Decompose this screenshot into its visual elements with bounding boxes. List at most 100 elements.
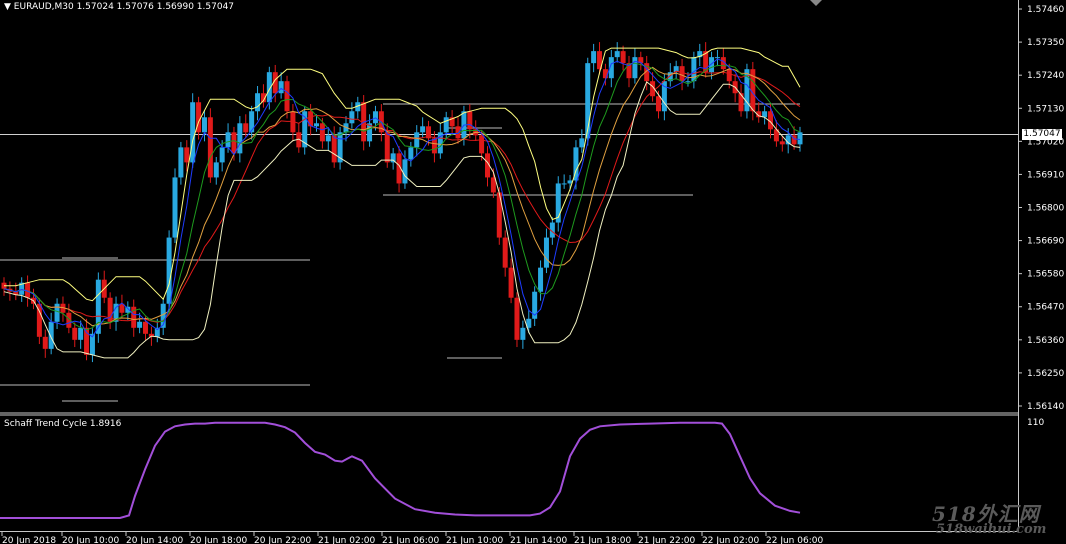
dropdown-arrow-icon[interactable]: ▼	[4, 2, 11, 12]
candle-body	[384, 132, 390, 163]
candle-body	[455, 126, 461, 139]
candle-body	[367, 123, 373, 142]
candle-body	[626, 63, 632, 79]
x-tick-label: 20 Jun 14:00	[126, 536, 183, 544]
candle-body	[25, 282, 31, 298]
candle-body	[673, 66, 679, 73]
x-tick-label: 20 Jun 22:00	[254, 536, 311, 544]
candle-body	[532, 291, 538, 319]
y-tick-label: 1.56580	[1027, 270, 1064, 280]
candle-body	[449, 117, 455, 127]
candle-body	[66, 312, 72, 328]
candle-body	[148, 333, 154, 337]
candle-body	[797, 132, 803, 145]
candle-body	[585, 63, 591, 139]
candle-body	[196, 102, 202, 133]
band-upper-line	[4, 47, 801, 302]
watermark-logo: 518外汇网	[932, 502, 1040, 526]
candle-body	[355, 102, 361, 112]
candle-body	[685, 81, 691, 83]
x-tick-label: 20 Jun 2018	[2, 536, 56, 544]
candle-body	[549, 222, 555, 238]
x-tick-label: 21 Jun 18:00	[574, 536, 631, 544]
watermark-url: 518waihui.com	[936, 522, 1047, 537]
candle-body	[36, 303, 42, 337]
candle-body	[54, 303, 60, 322]
candle-body	[154, 327, 160, 337]
candle-body	[502, 237, 508, 268]
indicator-title: Schaff Trend Cycle 1.8916	[4, 419, 122, 429]
candle-body	[555, 183, 561, 223]
y-tick-label: 1.57240	[1027, 71, 1064, 81]
candle-body	[443, 117, 449, 133]
chart-title: ▼ EURAUD,M30 1.57024 1.57076 1.56990 1.5…	[4, 2, 234, 13]
y-tick-label: 1.56470	[1027, 303, 1064, 313]
chart-frame	[0, 0, 1019, 532]
candle-body	[213, 162, 219, 178]
candle-body	[137, 321, 143, 328]
candle-body	[638, 57, 644, 64]
candle-body	[420, 126, 426, 133]
candle-body	[402, 159, 408, 184]
candle-body	[744, 69, 750, 112]
candle-body	[644, 63, 650, 82]
candle-body	[131, 306, 137, 328]
x-tick-label: 21 Jun 06:00	[382, 536, 439, 544]
ma-orange-line	[3, 66, 801, 327]
level-lines	[0, 103, 1018, 402]
candle-body	[508, 267, 514, 298]
candle-body	[225, 132, 231, 148]
candle-body	[514, 297, 520, 340]
candle-body	[726, 69, 732, 82]
candle-body	[602, 69, 608, 79]
candle-body	[779, 141, 785, 145]
candle-body	[231, 132, 237, 154]
candle-body	[284, 81, 290, 112]
candle-body	[608, 57, 614, 79]
candle-body	[190, 102, 196, 163]
candle-body	[597, 51, 603, 70]
candle-body	[667, 72, 673, 82]
scroll-arrow-icon[interactable]	[810, 0, 822, 6]
candle-body	[520, 327, 526, 340]
candle-body	[679, 66, 685, 82]
ma-blue-line	[3, 58, 801, 338]
candle-body	[703, 51, 709, 73]
candle-body	[573, 147, 579, 181]
candle-body	[178, 147, 184, 178]
candle-body	[278, 81, 284, 94]
candle-body	[738, 93, 744, 112]
candle-body	[756, 111, 762, 118]
candle-body	[773, 129, 779, 142]
candle-body	[538, 267, 544, 292]
candle-body	[414, 132, 420, 148]
candle-body	[237, 123, 243, 154]
candle-body	[661, 81, 667, 112]
candle-body	[650, 81, 656, 97]
candle-body	[84, 327, 90, 355]
candle-body	[490, 177, 496, 193]
candle-body	[19, 282, 25, 295]
candle-body	[390, 153, 396, 163]
candle-body	[260, 93, 266, 103]
candle-body	[431, 138, 437, 154]
candle-body	[591, 51, 597, 64]
x-tick-label: 21 Jun 10:00	[446, 536, 503, 544]
candle-body	[319, 123, 325, 142]
candle-body	[337, 132, 343, 163]
y-tick-label: 1.56910	[1027, 170, 1064, 180]
candle-body	[372, 111, 378, 124]
x-tick-label: 21 Jun 14:00	[510, 536, 567, 544]
candlesticks	[1, 42, 803, 363]
candle-body	[479, 135, 485, 154]
candle-body	[526, 318, 532, 328]
candle-body	[119, 303, 125, 313]
x-tick-label: 20 Jun 18:00	[190, 536, 247, 544]
y-tick-label: 1.57020	[1027, 137, 1064, 147]
candle-body	[72, 327, 78, 340]
candle-body	[207, 117, 213, 178]
x-tick-label: 20 Jun 10:00	[62, 536, 119, 544]
candle-body	[709, 57, 715, 73]
band-lower-line	[3, 81, 801, 359]
